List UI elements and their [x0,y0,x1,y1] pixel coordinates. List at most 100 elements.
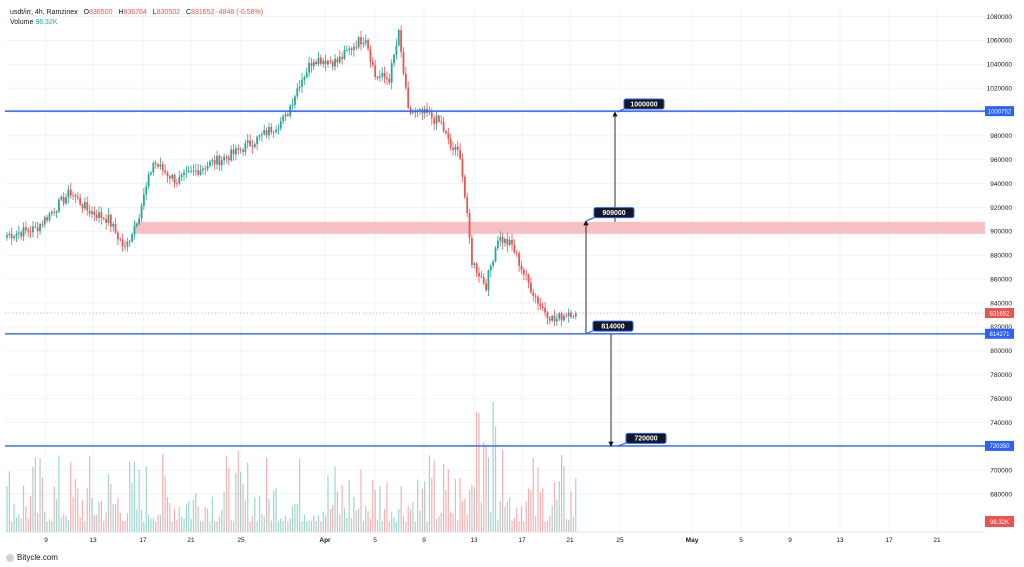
candle-body [407,87,410,108]
volume-bar [266,457,268,532]
volume-bar [284,515,287,532]
close-label: C [186,9,192,16]
volume-bar [483,442,485,532]
volume-bar [27,518,29,532]
candle-body [204,168,207,170]
y-tick-label: 960000 [990,157,1012,164]
candle-body [400,30,403,52]
candle-body [395,45,398,55]
candle-body [386,77,388,80]
volume-bar [216,521,218,532]
candle-body [41,224,44,225]
candle-body [8,233,11,236]
candle-body [322,60,325,64]
volume-bar [126,513,128,532]
volume-bar [398,509,400,532]
volume-bar [136,509,138,532]
volume-bar [122,521,124,532]
candle-body [180,174,183,178]
candle-body [362,42,365,45]
candle-body [124,246,126,247]
candle-body [334,58,336,67]
candle-body [232,149,235,155]
level-price-tag [985,440,1014,451]
candle-body [135,223,138,226]
volume-bar [317,515,320,532]
candle-body [371,61,374,66]
target-callout-box [592,320,634,332]
y-tick-label: 740000 [990,420,1012,427]
volume-bar [240,471,242,532]
target-callout-label: 909000 [602,210,625,217]
candle-body [539,303,542,307]
candle-body [168,176,171,179]
candle-body [128,241,131,243]
volume-bar [140,509,143,532]
volume-bar [310,520,313,532]
candle-body [527,274,530,283]
volume-bar [454,478,456,532]
y-tick-label: 800000 [990,348,1012,355]
candle-body [76,196,79,198]
volume-bar [464,499,466,532]
volume-bar [499,500,501,532]
volume-bar [468,489,471,532]
legend-volume-row: Volume 96.32K [10,18,263,28]
y-tick-label: 940000 [990,181,1012,188]
candle-body [378,76,381,78]
volume-bar [551,505,553,532]
volume-bar [440,512,442,532]
open-label: O [83,9,90,16]
volume-bar [478,412,480,532]
candle-body [296,88,299,97]
x-tick-label: 9 [44,537,48,544]
candle-body [393,54,395,64]
candle-body [152,162,155,173]
candle-body [433,118,436,124]
volume-bar [25,506,27,532]
candle-body [154,162,157,165]
y-tick-label: 1060000 [987,38,1013,45]
volume-bar [143,521,145,532]
volume-bar [258,495,261,532]
volume-bar [379,486,381,532]
volume-bar [145,466,147,532]
close-value: 831652 [191,9,215,16]
candle-body [499,237,502,241]
candle-body [348,48,351,50]
volume-tag [985,516,1014,527]
x-tick-label: 21 [566,537,574,544]
candle-body [282,116,285,122]
volume-bar [568,520,570,532]
candle-body [390,63,393,83]
candle-body [220,160,223,166]
candle-body [145,186,148,195]
candle-body [279,121,282,129]
volume-bar [530,489,532,532]
volume-bar [487,457,490,532]
volume-bar [67,520,69,532]
volume-bar [563,465,565,532]
candle-body [46,217,49,221]
volume-bar [520,506,523,532]
volume-bar [546,520,549,532]
candle-body [74,195,77,197]
volume-bar [386,482,388,532]
y-tick-label: 700000 [990,468,1012,475]
volume-bar [511,520,513,532]
volume-bar [339,514,341,532]
candle-body [303,77,306,80]
candle-body [412,112,414,114]
volume-bar [181,516,183,532]
y-tick-label: 920000 [990,205,1012,212]
candle-body [83,202,86,209]
volume-value: 96.32K [35,19,58,26]
candle-body [140,205,143,219]
candle-body [367,40,369,49]
high-value: 836764 [123,9,147,16]
volume-bar [303,514,305,532]
x-tick-label: 17 [885,537,893,544]
volume-bar [388,521,390,532]
candle-body [206,165,209,169]
